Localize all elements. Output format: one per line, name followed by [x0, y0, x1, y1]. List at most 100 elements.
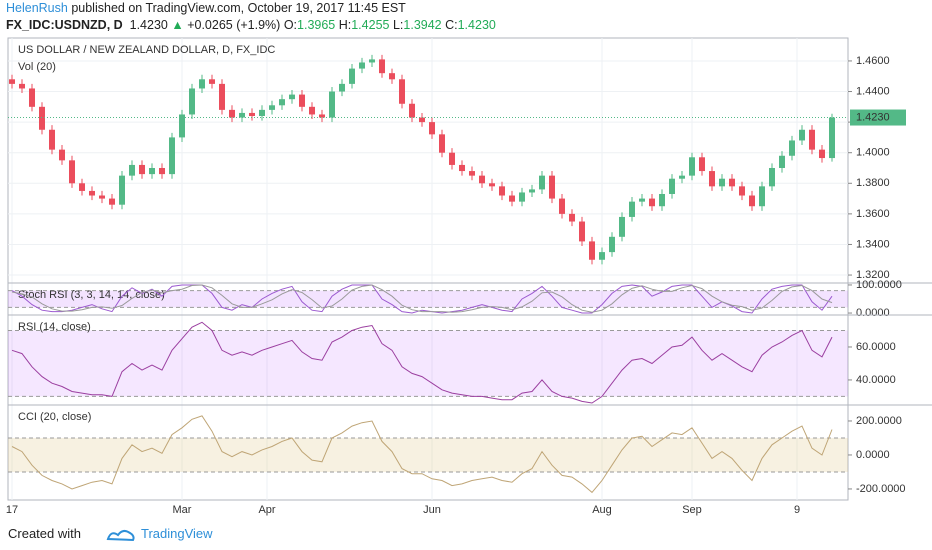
quote-value: 1.4255 [351, 18, 390, 32]
quote-value: 1.3965 [297, 18, 336, 32]
candle-body [9, 79, 15, 84]
published: published on TradingView.com, October 19… [71, 1, 406, 15]
candle-body [809, 129, 815, 150]
candle-body [819, 149, 825, 159]
y-tick-label: 0.0000 [856, 307, 890, 319]
candle-body [159, 167, 165, 175]
quote-value: 1.3942 [403, 18, 442, 32]
candle-body [89, 190, 95, 196]
band-fill [8, 330, 848, 397]
band-fill [8, 437, 848, 472]
candle-body [49, 129, 55, 150]
candle-body [199, 79, 205, 89]
x-tick-label: 9 [794, 504, 800, 516]
price: 1.4230 [129, 18, 168, 32]
footer: Created with TradingView [8, 526, 213, 542]
candle-body [309, 106, 315, 115]
candle-body [359, 62, 365, 69]
author[interactable]: HelenRush [6, 1, 68, 15]
brand[interactable]: TradingView [141, 526, 213, 541]
x-tick-label: Jun [423, 504, 441, 516]
candle-body [79, 183, 85, 191]
candle-body [689, 157, 695, 176]
candle-body [319, 114, 325, 118]
created-with: Created with [8, 526, 81, 541]
candle-body [559, 198, 565, 214]
quote-label: C: [445, 18, 458, 32]
candle-body [429, 122, 435, 135]
y-tick-label: 1.4000 [856, 147, 890, 159]
candle-body [649, 198, 655, 207]
change: +0.0265 (+1.9%) [187, 18, 281, 32]
candle-body [699, 157, 705, 172]
y-tick-label: 1.4600 [856, 55, 890, 67]
candle-body [219, 83, 225, 110]
header-line-1: HelenRush published on TradingView.com, … [6, 0, 496, 17]
candle-body [179, 114, 185, 138]
x-tick-label: Apr [258, 504, 275, 516]
candle-body [99, 195, 105, 199]
candle-body [539, 175, 545, 190]
logo-cloud [106, 529, 135, 542]
candle-body [759, 186, 765, 207]
quote-value: 1.4230 [457, 18, 496, 32]
y-tick-label: 200.0000 [856, 415, 902, 427]
candle-body [669, 178, 675, 194]
candle-body [609, 236, 615, 253]
candle-body [109, 198, 115, 205]
candle-body [209, 79, 215, 84]
candle-body [829, 117, 835, 159]
candle-body [139, 164, 145, 175]
candle-body [629, 201, 635, 217]
candle-body [519, 192, 525, 202]
candle-body [509, 195, 515, 202]
candle-body [349, 68, 355, 84]
last-price-label: 1.4230 [856, 111, 890, 123]
candle-body [119, 175, 125, 205]
candle-body [449, 152, 455, 165]
header-line-2: FX_IDC:USDNZD, D 1.4230 ▲ +0.0265 (+1.9%… [6, 17, 496, 34]
candle-body [409, 103, 415, 118]
candle-body [729, 178, 735, 187]
candle-body [239, 112, 245, 118]
candle-body [719, 178, 725, 187]
candle-body [529, 189, 535, 193]
candle-body [19, 83, 25, 89]
candle-body [229, 109, 235, 118]
y-tick-label: 1.3600 [856, 208, 890, 220]
candle-body [579, 221, 585, 242]
candle-body [489, 183, 495, 187]
candle-body [799, 129, 805, 141]
candle-body [29, 88, 35, 107]
panel-title: US DOLLAR / NEW ZEALAND DOLLAR, D, FX_ID… [18, 44, 275, 56]
panel-title: RSI (14, close) [18, 321, 91, 333]
panel-title: Stoch RSI (3, 3, 14, 14, close) [18, 289, 165, 301]
candle-body [249, 112, 255, 116]
up-arrow: ▲ [171, 18, 184, 32]
quote: O:1.3965 H:1.4255 L:1.3942 C:1.4230 [284, 18, 496, 32]
candle-body [789, 140, 795, 156]
logo [106, 529, 135, 542]
candle-body [479, 175, 485, 184]
candle-body [549, 175, 555, 199]
candle-body [129, 164, 135, 176]
panel-subtitle: Vol (20) [18, 61, 56, 73]
y-tick-label: -200.0000 [856, 483, 906, 495]
indicator-line [11, 284, 833, 313]
candle-body [569, 213, 575, 222]
y-tick-label: 100.0000 [856, 279, 902, 291]
candle-body [749, 195, 755, 207]
candle-body [149, 167, 155, 175]
symbol: FX_IDC:USDNZD, D [6, 18, 123, 32]
x-tick-label: Sep [682, 504, 702, 516]
candle-body [189, 88, 195, 115]
indicator-line [11, 321, 833, 404]
last-price-box [850, 109, 906, 126]
panel-title: CCI (20, close) [18, 411, 91, 423]
candle-body [469, 171, 475, 176]
candle-body [779, 155, 785, 168]
candle-body [259, 109, 265, 116]
chart: 17 Mar Apr Jun Aug Sep 9 1.3200 1.3400 1.3600 1.38… [6, 37, 932, 516]
candle-body [59, 149, 65, 161]
candle-body [379, 59, 385, 74]
